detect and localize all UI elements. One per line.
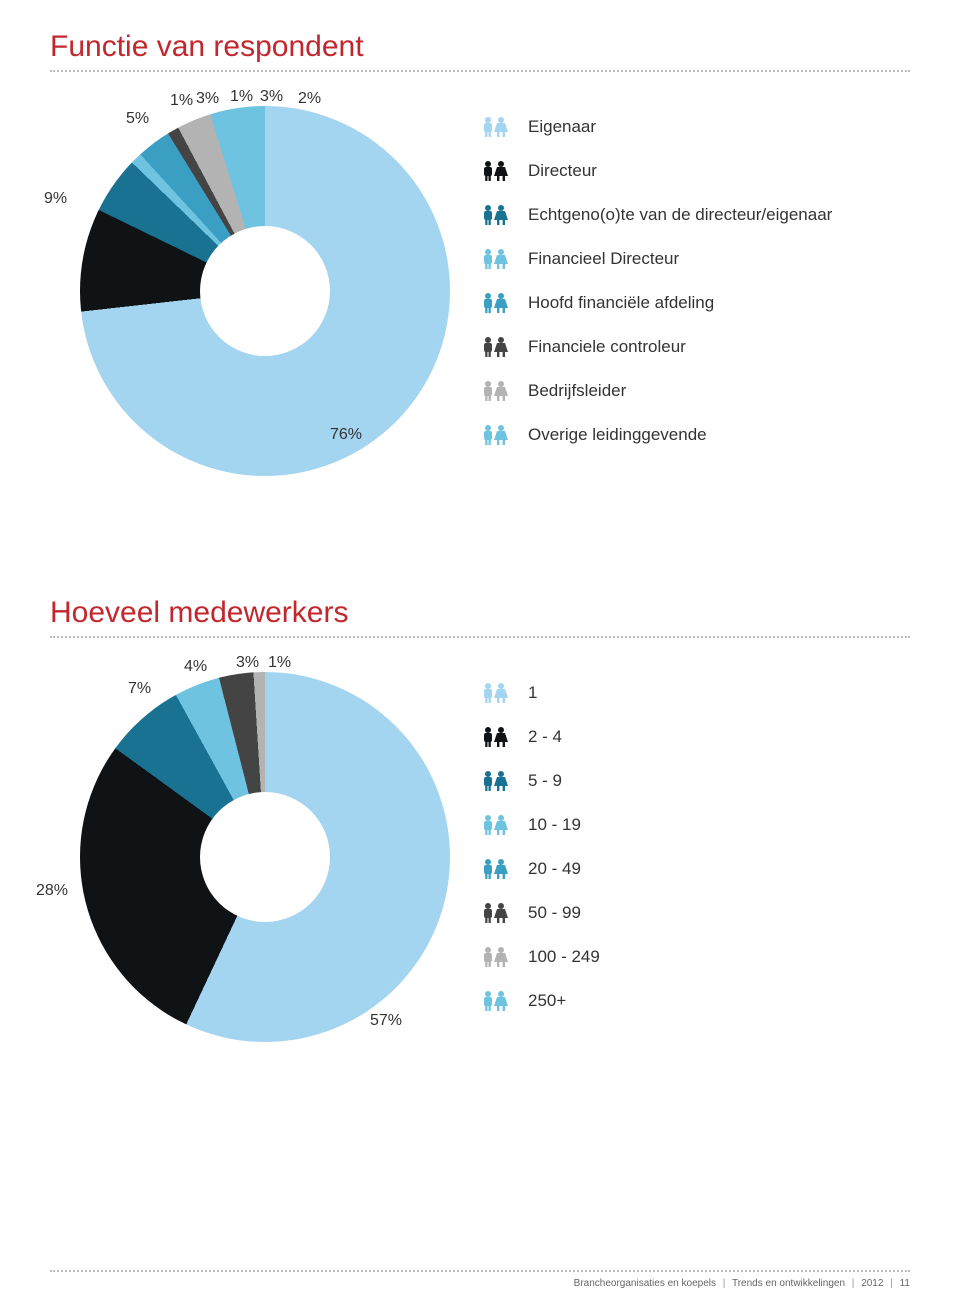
section1-donut (80, 106, 450, 476)
legend-label: 10 - 19 (528, 815, 581, 835)
section1-chart: 76%9%5%1%3%1%3%2% (50, 96, 480, 526)
people-icon (480, 770, 514, 792)
people-icon (480, 116, 514, 138)
chart-pct-label: 4% (184, 658, 207, 676)
people-icon (480, 160, 514, 182)
legend-item: Eigenaar (480, 116, 832, 138)
chart-pct-label: 28% (36, 882, 68, 900)
legend-label: Echtgeno(o)te van de directeur/eigenaar (528, 205, 832, 225)
chart-pct-label: 9% (44, 190, 67, 208)
legend-label: 2 - 4 (528, 727, 562, 747)
people-icon (480, 424, 514, 446)
people-icon (480, 380, 514, 402)
people-icon (480, 858, 514, 880)
chart-pct-label: 2% (298, 90, 321, 108)
chart-pct-label: 76% (330, 426, 362, 444)
legend-item: 5 - 9 (480, 770, 600, 792)
legend-item: 20 - 49 (480, 858, 600, 880)
chart-pct-label: 3% (260, 88, 283, 106)
footer-page: 11 (900, 1278, 910, 1289)
donut-hole (200, 792, 330, 922)
footer-middle: Trends en ontwikkelingen (732, 1278, 845, 1289)
chart-pct-label: 1% (268, 654, 291, 672)
footer-sep: | (723, 1278, 726, 1289)
footer-sep: | (852, 1278, 855, 1289)
legend-item: Hoofd financiële afdeling (480, 292, 832, 314)
legend-label: Overige leidinggevende (528, 425, 707, 445)
section2-divider (50, 636, 910, 638)
page: Functie van respondent 76%9%5%1%3%1%3%2%… (0, 0, 960, 1307)
people-icon (480, 682, 514, 704)
people-icon (480, 292, 514, 314)
legend-label: Bedrijfsleider (528, 381, 626, 401)
footer-left: Brancheorganisaties en koepels (574, 1278, 716, 1289)
legend-item: 100 - 249 (480, 946, 600, 968)
legend-item: Financieel Directeur (480, 248, 832, 270)
legend-item: Financiele controleur (480, 336, 832, 358)
legend-item: 1 (480, 682, 600, 704)
footer-divider (50, 1270, 910, 1272)
section2-chart: 57%28%7%4%3%1% (50, 662, 480, 1092)
legend-label: Directeur (528, 161, 597, 181)
page-footer: Brancheorganisaties en koepels | Trends … (50, 1270, 910, 1289)
legend-item: Overige leidinggevende (480, 424, 832, 446)
section1-block: 76%9%5%1%3%1%3%2% Eigenaar Directeur Echtg… (50, 96, 910, 526)
people-icon (480, 248, 514, 270)
legend-item: 10 - 19 (480, 814, 600, 836)
legend-label: Eigenaar (528, 117, 596, 137)
section2-legend: 1 2 - 4 5 - 9 10 - 19 20 - 49 50 - 99 100 - 24… (480, 662, 600, 1034)
people-icon (480, 814, 514, 836)
section2-donut (80, 672, 450, 1042)
people-icon (480, 990, 514, 1012)
legend-label: Hoofd financiële afdeling (528, 293, 714, 313)
people-icon (480, 204, 514, 226)
legend-label: 50 - 99 (528, 903, 581, 923)
legend-label: Financiele controleur (528, 337, 686, 357)
legend-label: 5 - 9 (528, 771, 562, 791)
section2-title: Hoeveel medewerkers (50, 596, 910, 630)
chart-pct-label: 1% (230, 88, 253, 106)
footer-text: Brancheorganisaties en koepels | Trends … (50, 1278, 910, 1289)
legend-item: 2 - 4 (480, 726, 600, 748)
chart-pct-label: 3% (236, 654, 259, 672)
legend-label: 100 - 249 (528, 947, 600, 967)
people-icon (480, 946, 514, 968)
legend-item: Directeur (480, 160, 832, 182)
legend-item: 250+ (480, 990, 600, 1012)
chart-pct-label: 7% (128, 680, 151, 698)
chart-pct-label: 5% (126, 110, 149, 128)
people-icon (480, 902, 514, 924)
legend-item: Echtgeno(o)te van de directeur/eigenaar (480, 204, 832, 226)
section1-legend: Eigenaar Directeur Echtgeno(o)te van de di… (480, 96, 832, 468)
legend-item: Bedrijfsleider (480, 380, 832, 402)
legend-label: 20 - 49 (528, 859, 581, 879)
people-icon (480, 336, 514, 358)
chart-pct-label: 1% (170, 92, 193, 110)
people-icon (480, 726, 514, 748)
legend-item: 50 - 99 (480, 902, 600, 924)
section2-block: 57%28%7%4%3%1% 1 2 - 4 5 - 9 10 - 19 20 - 49… (50, 662, 910, 1092)
donut-hole (200, 226, 330, 356)
legend-label: 1 (528, 683, 537, 703)
legend-label: Financieel Directeur (528, 249, 679, 269)
chart-pct-label: 57% (370, 1012, 402, 1030)
footer-year: 2012 (861, 1278, 883, 1289)
chart-pct-label: 3% (196, 90, 219, 108)
legend-label: 250+ (528, 991, 566, 1011)
footer-sep: | (890, 1278, 893, 1289)
section1-divider (50, 70, 910, 72)
section1-title: Functie van respondent (50, 30, 910, 64)
